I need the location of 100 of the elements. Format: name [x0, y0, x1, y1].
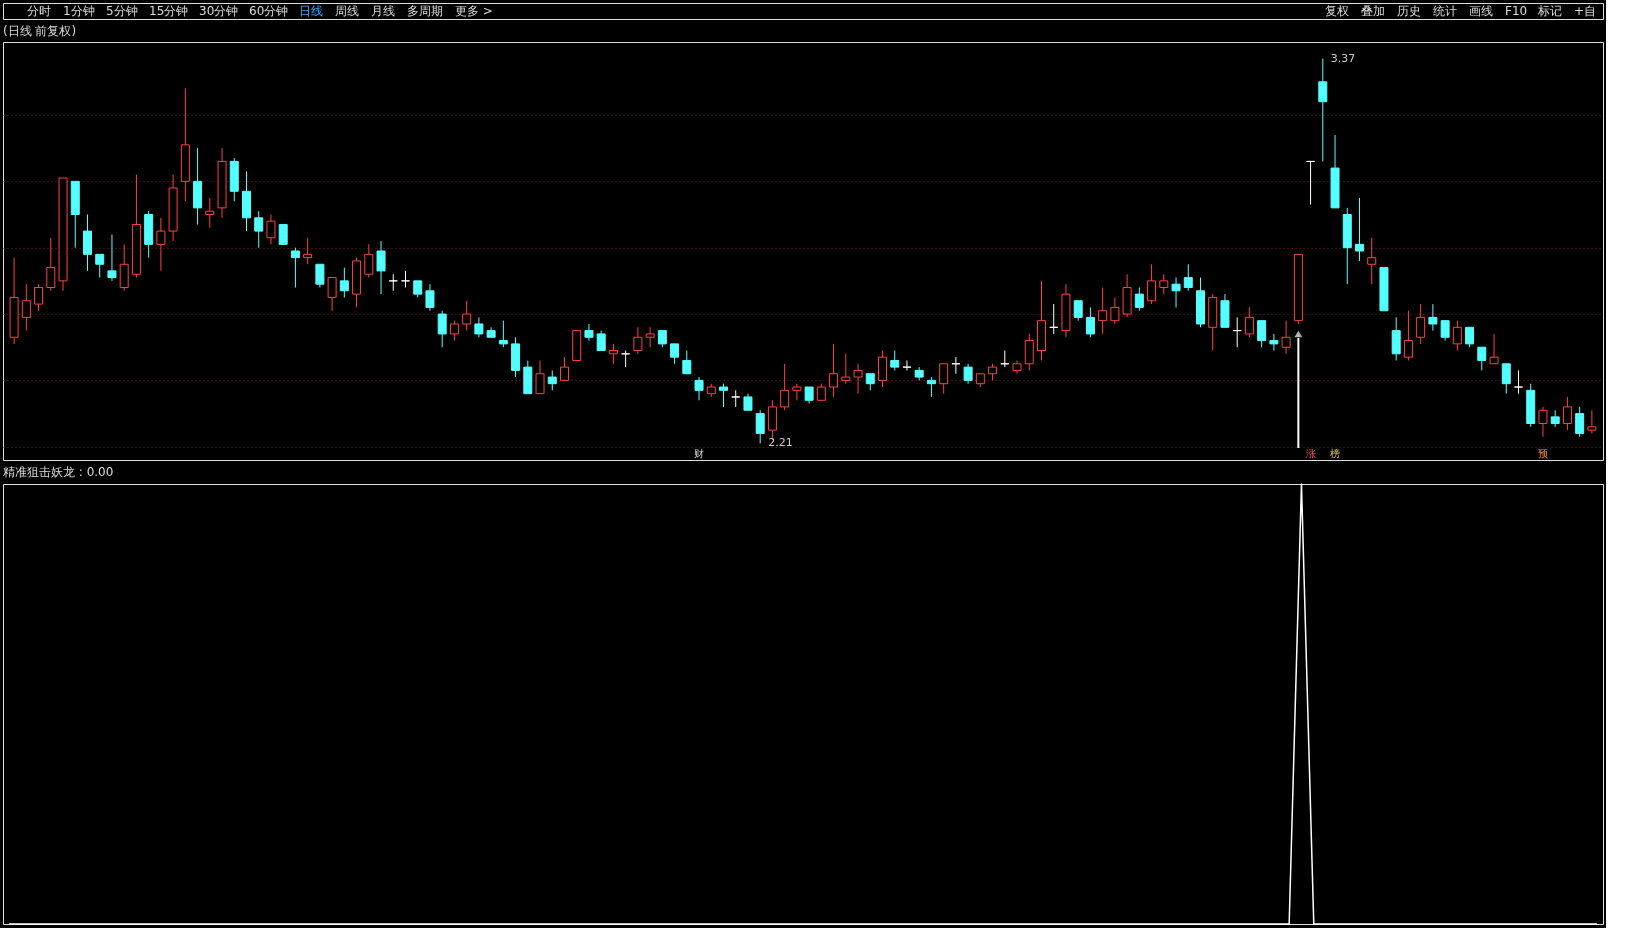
text: 1分钟 [63, 4, 95, 18]
text: 历史 [1397, 4, 1421, 18]
annotation: 财 [694, 448, 705, 459]
candlestick [645, 326, 655, 348]
candlestick [21, 283, 31, 332]
candlestick [1257, 320, 1267, 348]
text: 月线 [371, 4, 395, 18]
text: 5分钟 [106, 4, 138, 18]
candlestick [719, 383, 728, 408]
candlestick [878, 350, 887, 388]
candlestick [755, 409, 765, 444]
candlestick [1538, 406, 1548, 438]
candlestick [437, 310, 447, 348]
candlestick [1428, 303, 1438, 332]
candlestick [792, 383, 802, 401]
candlestick [1391, 316, 1401, 361]
text: 周线 [335, 4, 359, 18]
candlestick [1489, 333, 1499, 365]
candlestick [119, 243, 129, 292]
text: 标记 [1537, 4, 1562, 18]
candlestick [939, 363, 949, 395]
candlestick [1501, 363, 1511, 395]
candlestick [449, 320, 459, 342]
candlestick [1465, 326, 1475, 348]
candlestick [1477, 346, 1487, 371]
candlestick [1281, 320, 1291, 355]
chart-title: (日线 前复权) [3, 24, 77, 38]
candlestick [46, 237, 56, 292]
candlestick [1416, 303, 1426, 345]
candlestick [853, 363, 863, 395]
candlestick [694, 376, 704, 401]
text: 30分钟 [199, 4, 239, 18]
text: 多周期 [407, 4, 443, 18]
text: 叠加 [1361, 4, 1385, 18]
annotation: 预 [1537, 448, 1548, 459]
candlestick [339, 267, 349, 298]
candlestick [1367, 237, 1377, 285]
candlestick [1098, 286, 1108, 335]
text: 分时 [27, 4, 51, 18]
candlestick [1147, 263, 1157, 305]
candlestick [547, 369, 557, 391]
candlestick [34, 283, 44, 312]
candlestick [278, 223, 288, 245]
candlestick [1012, 359, 1022, 375]
candlestick [829, 343, 839, 398]
candlestick [95, 253, 105, 279]
candlestick [364, 243, 374, 279]
candlestick [376, 240, 386, 295]
candlestick [254, 210, 264, 249]
annotation: 榜 [1330, 448, 1341, 459]
candlestick [902, 359, 912, 371]
candlestick [315, 263, 325, 288]
candlestick [1171, 277, 1181, 308]
candlestick [156, 217, 166, 272]
candlestick [1244, 306, 1254, 338]
candlestick [462, 300, 472, 332]
candlestick [290, 247, 300, 288]
candlestick [205, 197, 215, 229]
candlestick [1183, 263, 1193, 292]
text: F10 [1505, 4, 1528, 18]
candlestick [1159, 273, 1169, 295]
candlestick [1440, 320, 1450, 342]
candlestick [1355, 197, 1364, 262]
text: 15分钟 [149, 4, 189, 18]
candlestick [83, 214, 92, 272]
candlestick [1562, 396, 1572, 431]
candlestick [1134, 286, 1144, 312]
annotation: 涨 [1305, 448, 1316, 459]
candlestick [560, 356, 569, 381]
candlestick [327, 277, 337, 312]
candlestick [596, 330, 606, 352]
candlestick [1073, 300, 1083, 322]
candlestick [1403, 310, 1413, 361]
candlestick [1269, 333, 1279, 352]
candlestick [266, 214, 276, 245]
candlestick [303, 237, 313, 265]
candlestick [425, 283, 435, 312]
candlestick [841, 353, 851, 385]
text: 复权 [1325, 4, 1349, 18]
text: 画线 [1469, 4, 1493, 18]
candlestick [780, 363, 790, 411]
text: 更多 > [455, 4, 493, 18]
candlestick [535, 359, 545, 395]
annotation: 3.37 [1330, 51, 1356, 65]
candlestick [926, 376, 936, 398]
candlestick [682, 350, 692, 375]
candlestick [1024, 333, 1034, 371]
annotation: 2.21 [768, 436, 793, 450]
candlestick [1452, 320, 1462, 352]
text: 统计 [1433, 4, 1457, 18]
candlestick [890, 350, 900, 371]
text: 日线 [299, 4, 323, 18]
text: +自 [1574, 4, 1597, 18]
candlestick [584, 323, 594, 342]
candlestick [670, 343, 680, 365]
candlestick [633, 326, 643, 355]
candlestick [1318, 58, 1328, 162]
candlestick [498, 320, 508, 348]
chart-title: 精准狙击妖龙 : 0.00 [3, 465, 114, 480]
candlestick [608, 343, 618, 365]
